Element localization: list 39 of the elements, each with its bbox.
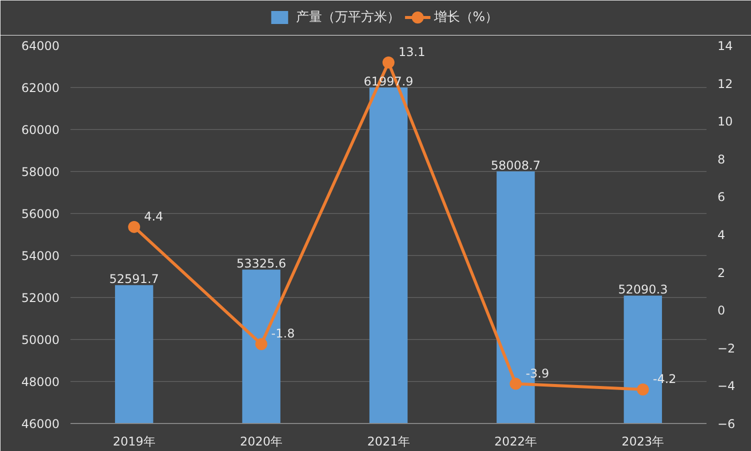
data-label: 58008.7 (490, 158, 541, 172)
data-label: 52591.7 (109, 272, 159, 286)
y2-tick-label: −6 (718, 417, 736, 431)
point (255, 338, 268, 350)
point (636, 383, 649, 396)
y-tick-label: 52000 (21, 291, 60, 305)
y-tick-label: 58000 (21, 165, 60, 179)
y2-tick-label: 12 (718, 76, 733, 91)
point (382, 56, 394, 68)
y-tick-label: 48000 (21, 375, 60, 389)
y-tick-label: 54000 (21, 249, 60, 263)
y-tick-label: 46000 (21, 417, 60, 431)
data-label: 4.4 (144, 209, 164, 224)
y-tick-label: 56000 (21, 207, 60, 221)
y2-tick-label: 4 (718, 228, 726, 242)
y2-tick-label: 0 (718, 304, 726, 318)
y2-tick-label: 10 (718, 114, 733, 129)
y2-tick-label: 8 (718, 152, 726, 166)
y2-tick-label: −4 (718, 379, 736, 394)
x-tick-label: 2022年 (494, 434, 537, 448)
y-tick-label: 50000 (21, 333, 60, 347)
y2-tick-label: 14 (718, 39, 733, 53)
y2-tick-label: −2 (718, 341, 736, 356)
data-label: 53325.6 (236, 256, 286, 271)
x-tick-label: 2023年 (622, 434, 664, 448)
data-label: 13.1 (398, 45, 426, 60)
point (510, 378, 522, 390)
y-tick-label: 62000 (21, 81, 60, 95)
legend-label: 增长（%） (432, 10, 498, 25)
data-label: 52090.3 (618, 282, 668, 297)
y2-tick-label: 2 (718, 266, 726, 280)
y-tick-label: 64000 (21, 39, 60, 53)
point (128, 220, 140, 233)
y2-tick-label: 6 (718, 190, 726, 204)
x-tick-label: 2019年 (112, 434, 156, 448)
x-tick-label: 2021年 (367, 434, 410, 448)
legend-label: 产量（万平方米） (296, 9, 400, 25)
x-tick-label: 2020年 (240, 434, 283, 448)
y-tick-label: 60000 (21, 123, 60, 137)
